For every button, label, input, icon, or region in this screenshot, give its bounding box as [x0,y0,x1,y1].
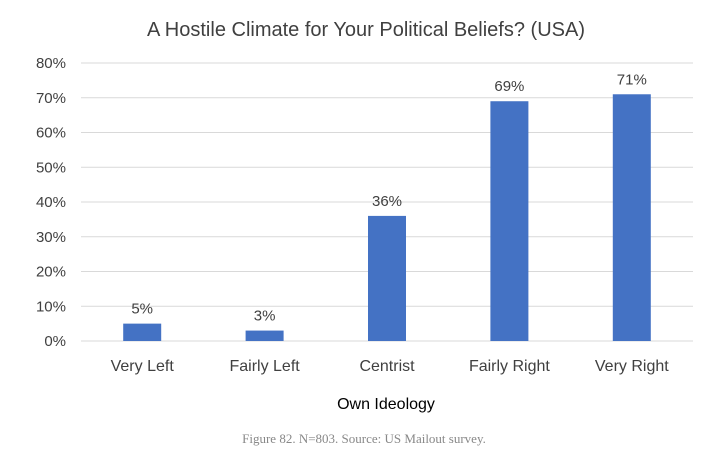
data-label: 3% [254,308,276,325]
figure-caption: Figure 82. N=803. Source: US Mailout sur… [242,431,486,446]
data-label: 5% [131,301,153,318]
data-labels: 5% 3% 36% 69% 71% [131,71,646,324]
bars [123,94,651,342]
y-tick-label: 40% [36,194,66,211]
bar [490,101,529,341]
x-tick-label: Centrist [359,358,415,375]
bar [245,330,284,341]
x-tick-label: Fairly Right [469,358,550,375]
data-label: 69% [494,78,524,95]
x-tick-label: Very Left [111,358,175,375]
data-label: 36% [372,193,402,210]
data-label: 71% [617,71,647,88]
x-axis-label: Own Ideology [337,396,435,413]
bar [368,215,406,341]
x-axis-ticks: Very Left Fairly Left Centrist Fairly Right… [111,358,670,375]
bar [612,94,651,342]
bar [123,323,162,341]
y-tick-label: 10% [36,298,66,315]
gridlines [81,62,693,342]
y-tick-label: 0% [44,333,66,350]
chart-title: A Hostile Climate for Your Political Bel… [147,19,585,41]
y-axis-ticks: 0% 10% 20% 30% 40% 50% 60% 70% 80% [36,55,66,350]
y-tick-label: 60% [36,125,66,142]
y-tick-label: 30% [36,229,66,246]
x-tick-label: Fairly Left [229,358,300,375]
y-tick-label: 70% [36,90,66,107]
x-tick-label: Very Right [595,358,669,375]
y-tick-label: 20% [36,264,66,281]
y-tick-label: 80% [36,55,66,72]
y-tick-label: 50% [36,159,66,176]
